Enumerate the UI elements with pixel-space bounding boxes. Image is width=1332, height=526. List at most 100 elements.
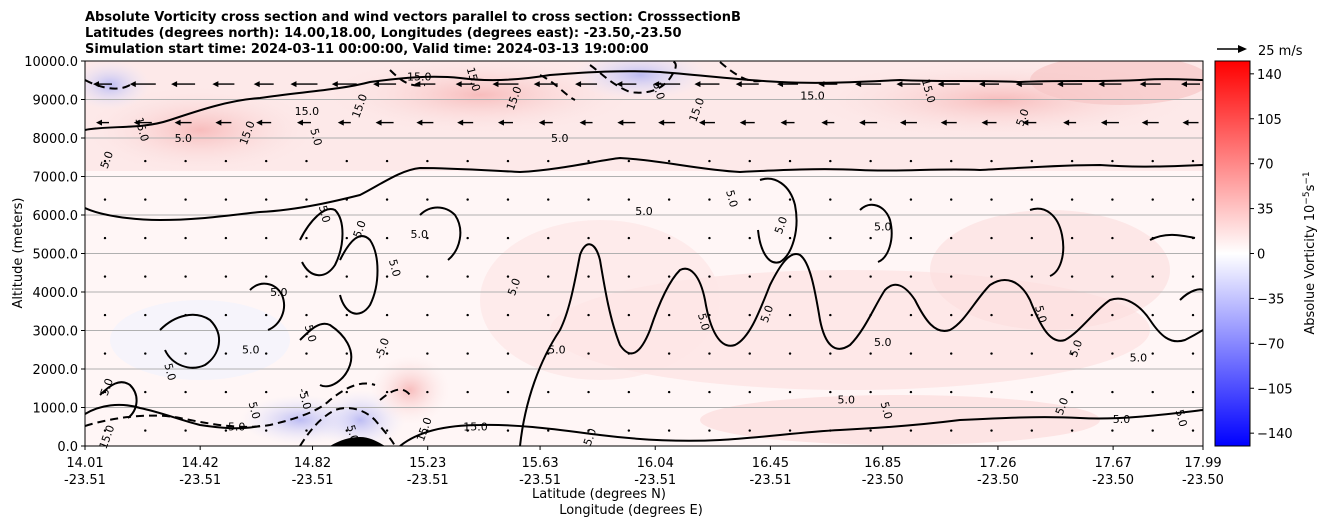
wind-vector [144,198,147,201]
wind-vector [426,198,429,201]
wind-vector [264,429,268,432]
contour-label: -5.0 [296,387,314,411]
wind-vector [1191,429,1195,432]
x-axis-ticks: 14.01 -23.51 14.42 -23.51 14.82 -23.51 15.23 -2… [64,446,1224,488]
wind-vector [305,352,308,355]
colorbar-tick-label: 70 [1257,158,1274,173]
y-tick-label: 5000.0 [33,248,79,263]
wind-vector [184,429,187,432]
wind-arrowhead [1141,119,1148,126]
wind-vector [708,429,711,432]
contour-label: 15.0 [919,77,938,104]
contour-label: 5.0 [650,81,667,101]
wind-vector [506,275,510,278]
wind-vector [1191,390,1195,394]
x-tick-label-lon: -23.51 [179,473,221,488]
wind-vector [345,159,348,163]
wind-vector [466,390,469,394]
x-tick-label-lon: -23.51 [634,473,676,488]
wind-vector [466,275,469,278]
wind-arrowhead [373,81,380,88]
wind-vector [103,159,107,163]
wind-vector [587,429,590,432]
wind-arrowhead [1139,81,1146,88]
contour-label: 5.0 [351,219,369,240]
contour-label: 15.0 [407,70,432,83]
wind-vector [224,236,228,240]
wind-vector [627,313,631,317]
wind-vector [264,236,268,240]
wind-vector [506,429,510,432]
wind-vector [224,429,228,432]
wind-vector [748,313,751,317]
contour-label: 5.0 [98,149,116,170]
wind-arrowhead [375,119,382,126]
contour-label: 5.0 [838,394,856,407]
x-tick-label-lat: 14.82 [294,456,331,471]
wind-vector [345,275,348,278]
colorbar-label-main: Absolue Vorticity 10 [1303,205,1318,335]
wind-vector [1151,390,1154,394]
wind-vector [345,429,348,432]
wind-vector [426,352,429,355]
contour-label: 5.0 [635,205,653,218]
wind-vector [748,159,751,163]
contour-label: 5.0 [175,132,193,145]
wind-vector [385,313,389,317]
wind-vector [184,390,187,394]
wind-vector [1070,429,1074,432]
wind-vector [1111,313,1114,317]
colorbar-label-unit: s [1303,184,1318,191]
wind-vector [1070,236,1074,240]
colorbar-tick-label: −140 [1257,427,1293,442]
wind-vector [1070,159,1074,163]
wind-vector [788,159,792,163]
wind-vector [1191,313,1195,317]
wind-vector [547,159,550,163]
wind-vector [950,198,953,201]
x-tick-label-lon: -23.50 [1182,473,1224,488]
x-tick-label-lat: 15.23 [409,456,446,471]
wind-arrowhead [457,119,464,126]
wind-vector [184,236,187,240]
contour-label: 15.0 [800,90,825,103]
contour-label: 5.0 [878,400,895,420]
wind-vector [305,159,308,163]
wind-vector [305,236,308,240]
wind-arrowhead [821,119,828,126]
wind-arrowhead [133,119,140,126]
wind-vector [103,236,107,240]
x-tick-label-lon: -23.51 [292,473,334,488]
x-tick-label-lon: -23.50 [977,473,1019,488]
wind-arrowhead [1098,81,1105,88]
wind-vector [909,275,913,278]
wind-vector [788,352,792,355]
wind-vector [144,352,147,355]
wind-vector [708,198,711,201]
wind-vector [909,236,913,240]
wind-vector [345,352,348,355]
x-tick-label-lat: 16.45 [752,456,789,471]
contour-label: 5.0 [581,427,599,448]
wind-vector [788,236,792,240]
contour-label: 5.0 [98,377,116,398]
x-tick-label-lon: -23.51 [64,473,106,488]
wind-vector [587,352,590,355]
wind-vector [1111,429,1114,432]
y-axis-label: Altitude (meters) [11,198,26,309]
colorbar-label-unit-exp: −1 [1302,171,1312,184]
contour-label: 5.0 [758,303,776,324]
wind-vector [305,429,308,432]
wind-vector [466,352,469,355]
colorbar-tick-label: 105 [1257,113,1282,128]
quiver-key: 25 m/s [1217,44,1303,59]
contour-label: 5.0 [386,258,403,278]
wind-arrowhead [780,119,787,126]
wind-vector [305,275,308,278]
wind-arrowhead [296,119,303,126]
wind-vector [788,429,792,432]
wind-vector [869,429,872,432]
wind-vector [466,429,469,432]
wind-vector [345,236,348,240]
wind-vector [1030,159,1034,163]
